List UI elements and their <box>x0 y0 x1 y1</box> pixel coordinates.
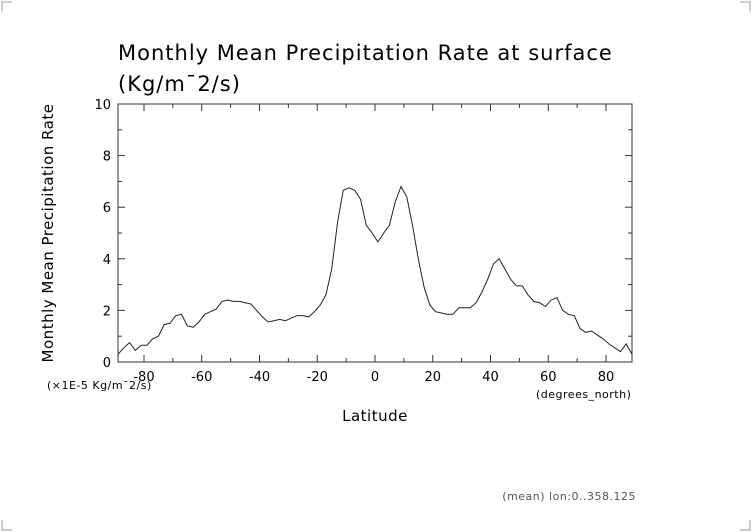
x-tick-label: -20 <box>307 370 328 385</box>
x-tick-label: -80 <box>133 370 154 385</box>
plot-frame <box>117 103 633 363</box>
x-tick-label: -40 <box>249 370 270 385</box>
x-tick-label: 0 <box>371 370 379 385</box>
y-axis-label: Monthly Mean Precipitation Rate <box>39 104 57 363</box>
chart-subtitle: (Kg/m¯2/s) <box>118 72 241 96</box>
x-tick-labels: -80 -60 -40 -20 0 20 40 60 80 <box>133 370 614 385</box>
footnote: (mean) lon:0..358.125 <box>502 490 636 503</box>
y-axis-units: (×1E-5 Kg/m¯2/s) <box>47 379 152 392</box>
y-tick-label: 6 <box>103 201 111 216</box>
chart-title: Monthly Mean Precipitation Rate at surfa… <box>118 41 613 65</box>
axis-ticks <box>118 103 632 363</box>
y-tick-label: 8 <box>103 150 111 165</box>
series-line <box>117 185 633 355</box>
x-tick-label: 80 <box>598 370 615 385</box>
y-tick-labels: 0 2 4 6 8 10 <box>94 98 111 371</box>
x-tick-label: 20 <box>424 370 441 385</box>
x-axis-units: (degrees_north) <box>536 388 631 401</box>
x-tick-label: -60 <box>191 370 212 385</box>
x-axis-label: Latitude <box>342 407 408 425</box>
x-tick-label: 60 <box>540 370 557 385</box>
y-tick-label: 0 <box>103 356 111 371</box>
y-tick-label: 2 <box>103 304 111 319</box>
x-tick-label: 40 <box>482 370 499 385</box>
y-tick-label: 10 <box>94 98 111 113</box>
y-tick-label: 4 <box>103 253 111 268</box>
